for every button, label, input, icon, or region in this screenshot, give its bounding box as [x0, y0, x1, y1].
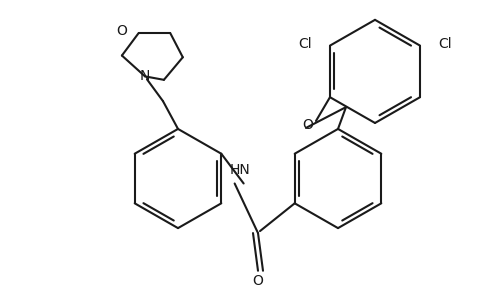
Text: Cl: Cl: [438, 37, 452, 51]
Text: N: N: [140, 69, 150, 83]
Text: HN: HN: [229, 162, 250, 177]
Text: O: O: [252, 274, 263, 288]
Text: O: O: [303, 118, 314, 132]
Text: Cl: Cl: [298, 37, 312, 51]
Text: O: O: [116, 24, 127, 38]
